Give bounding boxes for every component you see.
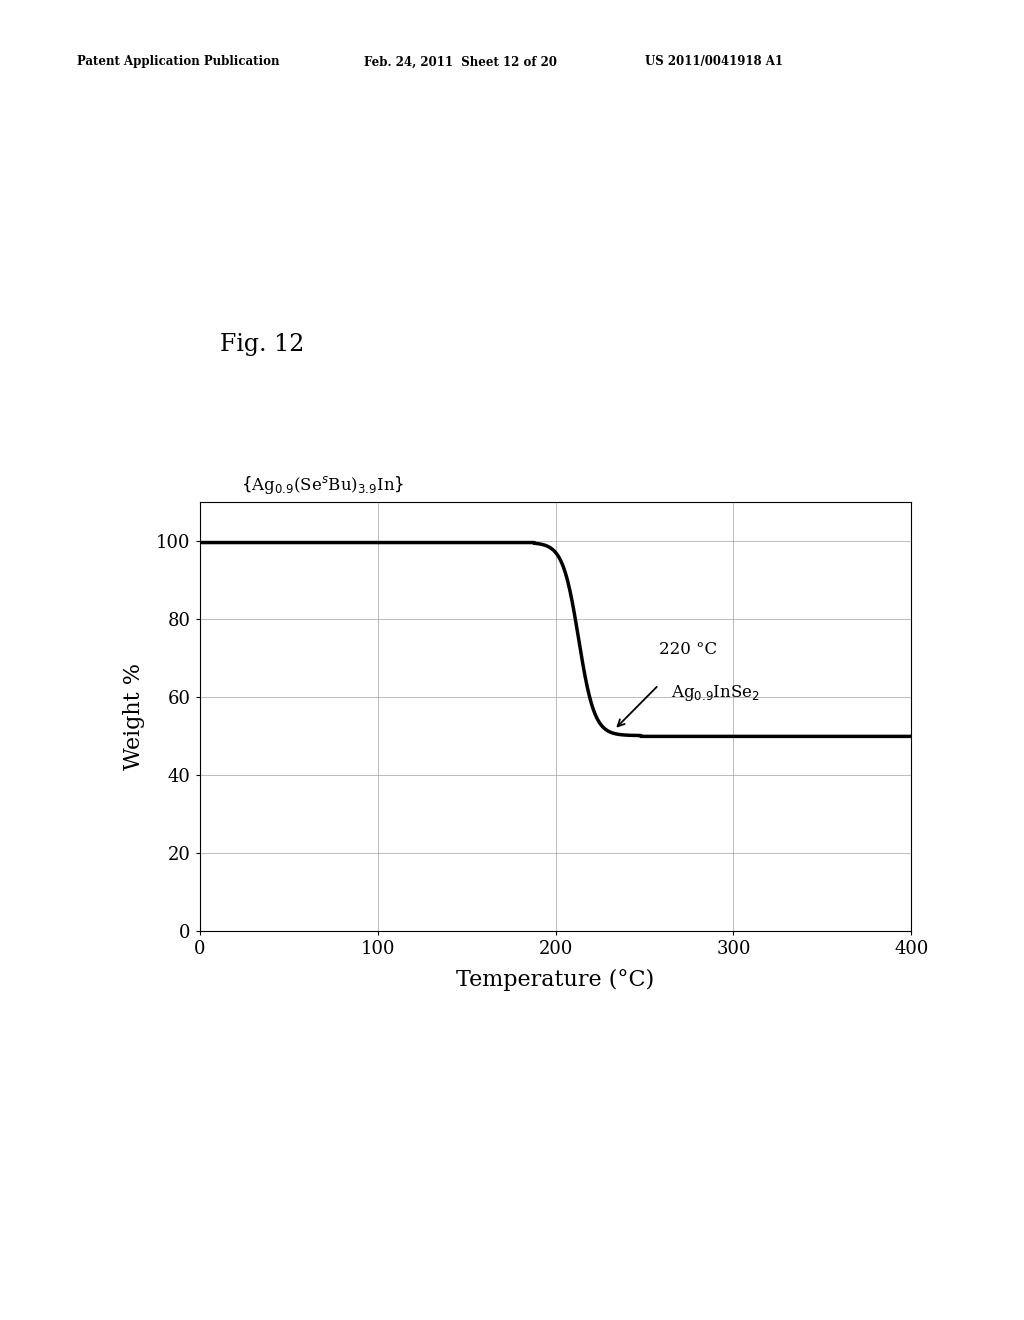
Text: 220 °C: 220 °C	[658, 640, 717, 657]
Y-axis label: Weight %: Weight %	[123, 663, 145, 770]
Text: Patent Application Publication: Patent Application Publication	[77, 55, 280, 69]
Text: US 2011/0041918 A1: US 2011/0041918 A1	[645, 55, 783, 69]
Text: Ag$_{0.9}$InSe$_2$: Ag$_{0.9}$InSe$_2$	[671, 682, 760, 702]
X-axis label: Temperature (°C): Temperature (°C)	[457, 969, 654, 991]
Text: Feb. 24, 2011  Sheet 12 of 20: Feb. 24, 2011 Sheet 12 of 20	[364, 55, 556, 69]
Text: $\{$Ag$_{0.9}$(Se$^{s}$Bu)$_{3.9}$In$\}$: $\{$Ag$_{0.9}$(Se$^{s}$Bu)$_{3.9}$In$\}$	[241, 474, 403, 496]
Text: Fig. 12: Fig. 12	[220, 333, 304, 355]
